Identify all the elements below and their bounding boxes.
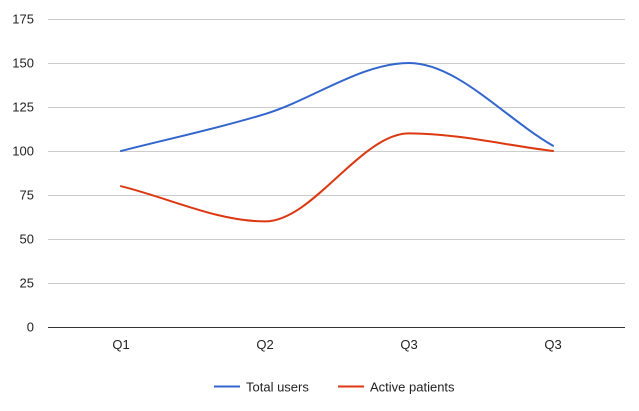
y-tick-label: 125 [12, 100, 34, 115]
x-axis-tick-labels: Q1 Q2 Q3 Q3 [112, 337, 561, 352]
legend-item[interactable]: Total users [214, 380, 309, 395]
legend-label: Active patients [370, 380, 455, 395]
x-tick-label: Q1 [112, 337, 129, 352]
y-axis-tick-labels: 175 150 125 100 75 50 25 0 [12, 12, 34, 335]
y-tick-label: 25 [20, 276, 34, 291]
x-tick-label: Q2 [256, 337, 273, 352]
y-tick-label: 150 [12, 56, 34, 71]
y-tick-label: 75 [20, 188, 34, 203]
legend-item[interactable]: Active patients [338, 380, 455, 395]
series-lines [120, 62, 554, 223]
series-line-1 [120, 132, 554, 223]
gridlines [48, 19, 625, 284]
y-tick-label: 100 [12, 144, 34, 159]
x-tick-label: Q3 [400, 337, 417, 352]
y-tick-label: 50 [20, 232, 34, 247]
series-line-0 [120, 62, 554, 152]
y-tick-label: 175 [12, 12, 34, 27]
y-tick-label: 0 [27, 320, 34, 335]
x-tick-label: Q3 [544, 337, 561, 352]
legend[interactable]: Total users Active patients [214, 380, 455, 395]
legend-label: Total users [246, 380, 309, 395]
